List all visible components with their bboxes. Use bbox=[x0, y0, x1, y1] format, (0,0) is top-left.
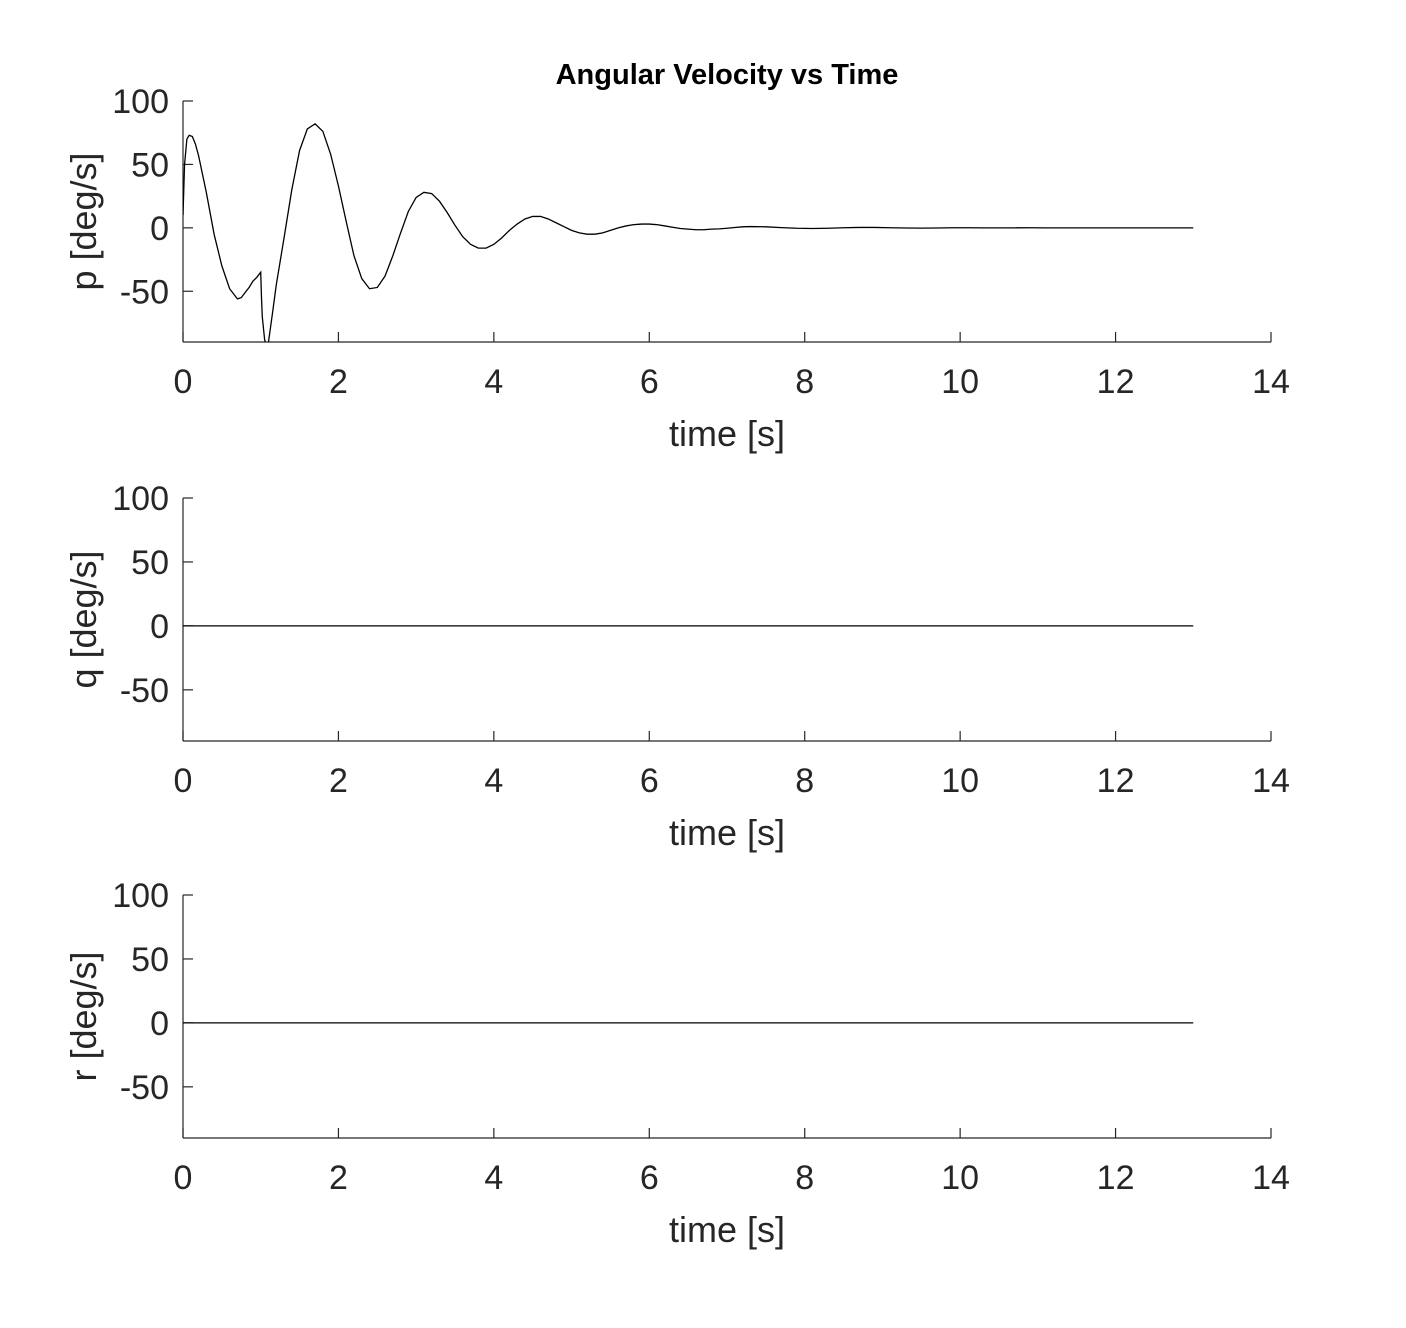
y-axis-label: q [deg/s] bbox=[63, 550, 104, 688]
x-tick-label: 14 bbox=[1252, 1159, 1290, 1197]
subplot-2: 0 2 4 6 8 10 12 14 -50 0 50 100 time [s] q [deg/s] bbox=[63, 480, 1290, 853]
y-tick-label: 0 bbox=[150, 210, 169, 248]
series-line bbox=[183, 123, 1194, 342]
x-tick-label: 2 bbox=[329, 762, 348, 800]
subplot-3: 0 2 4 6 8 10 12 14 -50 0 50 100 time [s] r [deg/s] bbox=[63, 877, 1290, 1250]
x-tick-label: 6 bbox=[640, 1159, 659, 1197]
x-tick-label: 2 bbox=[329, 1159, 348, 1197]
x-tick-label: 6 bbox=[640, 762, 659, 800]
x-tick-label: 8 bbox=[795, 762, 814, 800]
x-tick-label: 12 bbox=[1097, 363, 1135, 401]
subplot-1: 0 2 4 6 8 10 12 14 -50 0 50 100 time [s] p [deg/s] bbox=[63, 83, 1290, 454]
x-tick-label: 4 bbox=[484, 363, 503, 401]
x-tick-label: 14 bbox=[1252, 363, 1290, 401]
y-tick-label: -50 bbox=[120, 1069, 169, 1107]
y-tick-label: 0 bbox=[150, 1005, 169, 1043]
x-tick-label: 0 bbox=[174, 1159, 193, 1197]
x-tick-label: 14 bbox=[1252, 762, 1290, 800]
y-tick-label: 100 bbox=[112, 877, 169, 915]
x-tick-label: 12 bbox=[1097, 762, 1135, 800]
x-tick-label: 12 bbox=[1097, 1159, 1135, 1197]
y-tick-label: 100 bbox=[112, 480, 169, 518]
x-tick-label: 10 bbox=[941, 1159, 979, 1197]
y-tick-label: 50 bbox=[131, 146, 169, 184]
x-tick-label: 8 bbox=[795, 363, 814, 401]
x-tick-label: 0 bbox=[174, 762, 193, 800]
x-tick-label: 2 bbox=[329, 363, 348, 401]
x-tick-label: 4 bbox=[484, 1159, 503, 1197]
chart-title: Angular Velocity vs Time bbox=[556, 59, 899, 91]
x-tick-label: 10 bbox=[941, 363, 979, 401]
x-axis-label: time [s] bbox=[669, 1209, 785, 1250]
y-tick-label: 0 bbox=[150, 608, 169, 646]
y-tick-label: -50 bbox=[120, 273, 169, 311]
x-tick-label: 0 bbox=[174, 363, 193, 401]
y-tick-label: -50 bbox=[120, 672, 169, 710]
y-axis-label: p [deg/s] bbox=[63, 152, 104, 290]
y-tick-label: 50 bbox=[131, 544, 169, 582]
x-tick-label: 4 bbox=[484, 762, 503, 800]
x-axis-label: time [s] bbox=[669, 812, 785, 853]
x-tick-label: 6 bbox=[640, 363, 659, 401]
y-tick-label: 100 bbox=[112, 83, 169, 121]
y-tick-label: 50 bbox=[131, 941, 169, 979]
x-tick-label: 10 bbox=[941, 762, 979, 800]
y-axis-label: r [deg/s] bbox=[63, 951, 104, 1081]
x-axis-label: time [s] bbox=[669, 413, 785, 454]
x-tick-label: 8 bbox=[795, 1159, 814, 1197]
